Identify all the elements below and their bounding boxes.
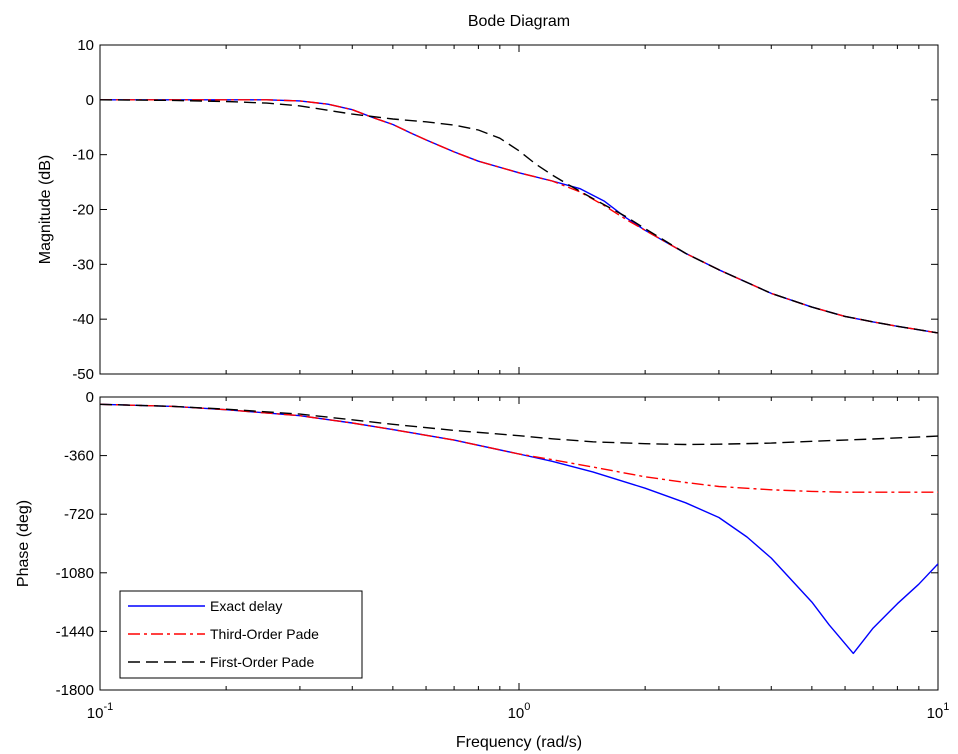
phase-series-first bbox=[100, 403, 938, 446]
phase-series-exact bbox=[100, 403, 938, 655]
x-axis-label: Frequency (rad/s) bbox=[456, 734, 582, 751]
y-tick-label: -40 bbox=[72, 311, 94, 328]
x-tick-label: 101 bbox=[927, 701, 950, 722]
y-tick-label: -10 bbox=[72, 147, 94, 164]
x-tick-labels: 10-1 100 101 bbox=[87, 701, 950, 722]
chart-title: Bode Diagram bbox=[468, 13, 570, 30]
legend: Exact delay Third-Order Pade First-Order P… bbox=[119, 590, 363, 679]
legend-label-third: Third-Order Pade bbox=[210, 626, 319, 642]
legend-label-exact: Exact delay bbox=[210, 598, 282, 614]
y-tick-label: -20 bbox=[72, 202, 94, 219]
x-tick-label: 10-1 bbox=[87, 701, 113, 722]
magnitude-axes-box bbox=[99, 44, 939, 375]
y-tick-label: -1800 bbox=[56, 682, 94, 699]
x-tick-label: 100 bbox=[508, 701, 531, 722]
y-tick-label: 0 bbox=[86, 389, 94, 406]
y-tick-label: -1440 bbox=[56, 623, 94, 640]
legend-label-first: First-Order Pade bbox=[210, 654, 314, 670]
y-tick-label: -1080 bbox=[56, 565, 94, 582]
phase-series-third bbox=[100, 403, 938, 493]
magnitude-y-axis-label: Magnitude (dB) bbox=[37, 155, 54, 264]
magnitude-panel: 10 0 -10 -20 -30 -40 -50 Magnitude (dB) bbox=[37, 37, 939, 383]
y-tick-label: -50 bbox=[72, 366, 94, 383]
y-tick-label: -30 bbox=[72, 256, 94, 273]
y-tick-label: 0 bbox=[86, 92, 94, 109]
y-tick-label: -360 bbox=[64, 448, 94, 465]
y-tick-label: 10 bbox=[77, 37, 94, 54]
phase-y-axis-label: Phase (deg) bbox=[15, 500, 32, 587]
magnitude-series-first bbox=[100, 99, 938, 334]
y-tick-label: -720 bbox=[64, 506, 94, 523]
